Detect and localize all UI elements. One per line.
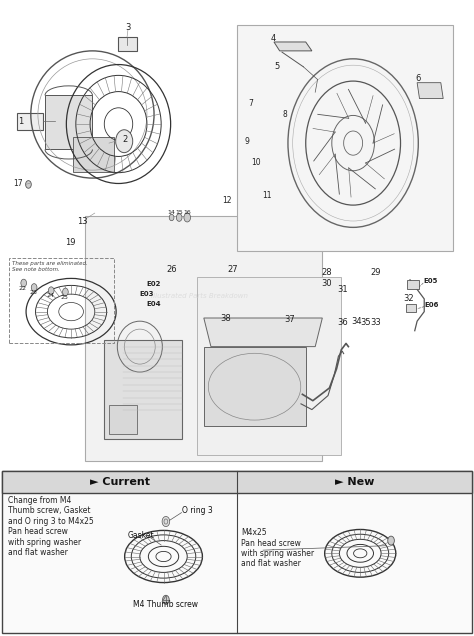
Text: 38: 38 (220, 314, 231, 323)
Text: 15: 15 (175, 210, 183, 215)
Text: 1: 1 (18, 117, 23, 126)
Bar (406, 304, 416, 312)
Bar (104, 340, 182, 439)
Polygon shape (417, 83, 443, 99)
Text: M4x25
Pan head screw
with spring washer
and flat washer: M4x25 Pan head screw with spring washer … (241, 528, 314, 569)
Text: 11: 11 (262, 191, 272, 200)
Text: E06: E06 (424, 302, 438, 308)
Text: 31: 31 (337, 285, 347, 294)
Bar (407, 280, 419, 289)
Circle shape (388, 536, 394, 545)
Polygon shape (197, 277, 341, 455)
Bar (85, 216, 322, 461)
Text: Change from M4
Thumb screw, Gasket
and O ring 3 to M4x25
Pan head screw
with spr: Change from M4 Thumb screw, Gasket and O… (8, 496, 94, 557)
Text: 9: 9 (245, 137, 250, 146)
Text: E04: E04 (146, 301, 161, 307)
Text: 2: 2 (122, 135, 128, 144)
Text: O ring 3: O ring 3 (182, 506, 212, 515)
Text: 30: 30 (321, 279, 331, 288)
Text: 27: 27 (227, 265, 237, 273)
Text: 25: 25 (61, 294, 68, 300)
Circle shape (176, 214, 182, 221)
Text: 32: 32 (403, 294, 414, 303)
Text: 29: 29 (370, 268, 381, 277)
Bar (109, 405, 137, 434)
Text: ► Current: ► Current (90, 477, 150, 487)
Text: 7: 7 (248, 99, 253, 107)
Text: 23: 23 (29, 290, 37, 295)
Text: These parts are eliminated.
See note bottom.: These parts are eliminated. See note bot… (12, 261, 88, 272)
Text: 34: 34 (351, 317, 362, 326)
Circle shape (163, 595, 169, 604)
Circle shape (63, 288, 68, 296)
Text: M4 Thumb screw: M4 Thumb screw (133, 600, 198, 609)
Text: 10: 10 (251, 158, 261, 167)
Text: ► New: ► New (335, 477, 374, 487)
Circle shape (26, 181, 31, 188)
Bar (118, 37, 137, 51)
Text: 37: 37 (285, 315, 295, 324)
Text: Gasket: Gasket (128, 531, 155, 540)
Bar (2, 471, 472, 633)
Text: E03: E03 (139, 291, 154, 297)
Circle shape (31, 284, 37, 291)
Text: 12: 12 (222, 196, 232, 205)
Polygon shape (204, 318, 322, 347)
Text: 19: 19 (65, 238, 75, 247)
Text: 36: 36 (337, 318, 347, 327)
Text: Illustrated Parts Breakdown: Illustrated Parts Breakdown (151, 293, 247, 299)
Text: 35: 35 (361, 318, 371, 327)
Text: 24: 24 (46, 293, 54, 298)
Text: 4: 4 (270, 34, 276, 43)
Bar (73, 137, 114, 172)
Bar (9, 258, 114, 343)
Circle shape (21, 279, 27, 287)
Text: 13: 13 (77, 217, 87, 226)
Text: E02: E02 (146, 280, 160, 287)
Bar (204, 347, 306, 426)
Text: 28: 28 (322, 268, 332, 277)
Polygon shape (274, 42, 312, 51)
Text: 17: 17 (13, 179, 23, 188)
Text: 5: 5 (274, 62, 280, 71)
Circle shape (48, 287, 54, 294)
Text: 3: 3 (125, 23, 131, 32)
Circle shape (116, 130, 133, 153)
Bar (45, 95, 92, 149)
Bar (17, 113, 43, 130)
Text: E05: E05 (423, 278, 438, 284)
Text: 8: 8 (283, 110, 288, 119)
Text: 14: 14 (168, 210, 175, 215)
Text: 22: 22 (19, 286, 27, 291)
Circle shape (169, 214, 174, 221)
Circle shape (162, 516, 170, 527)
Text: 26: 26 (167, 265, 177, 273)
Bar (2, 471, 472, 493)
Text: 33: 33 (371, 318, 381, 327)
Bar (237, 25, 453, 251)
Text: 6: 6 (416, 74, 421, 83)
Text: 16: 16 (183, 210, 191, 215)
Circle shape (184, 213, 191, 222)
